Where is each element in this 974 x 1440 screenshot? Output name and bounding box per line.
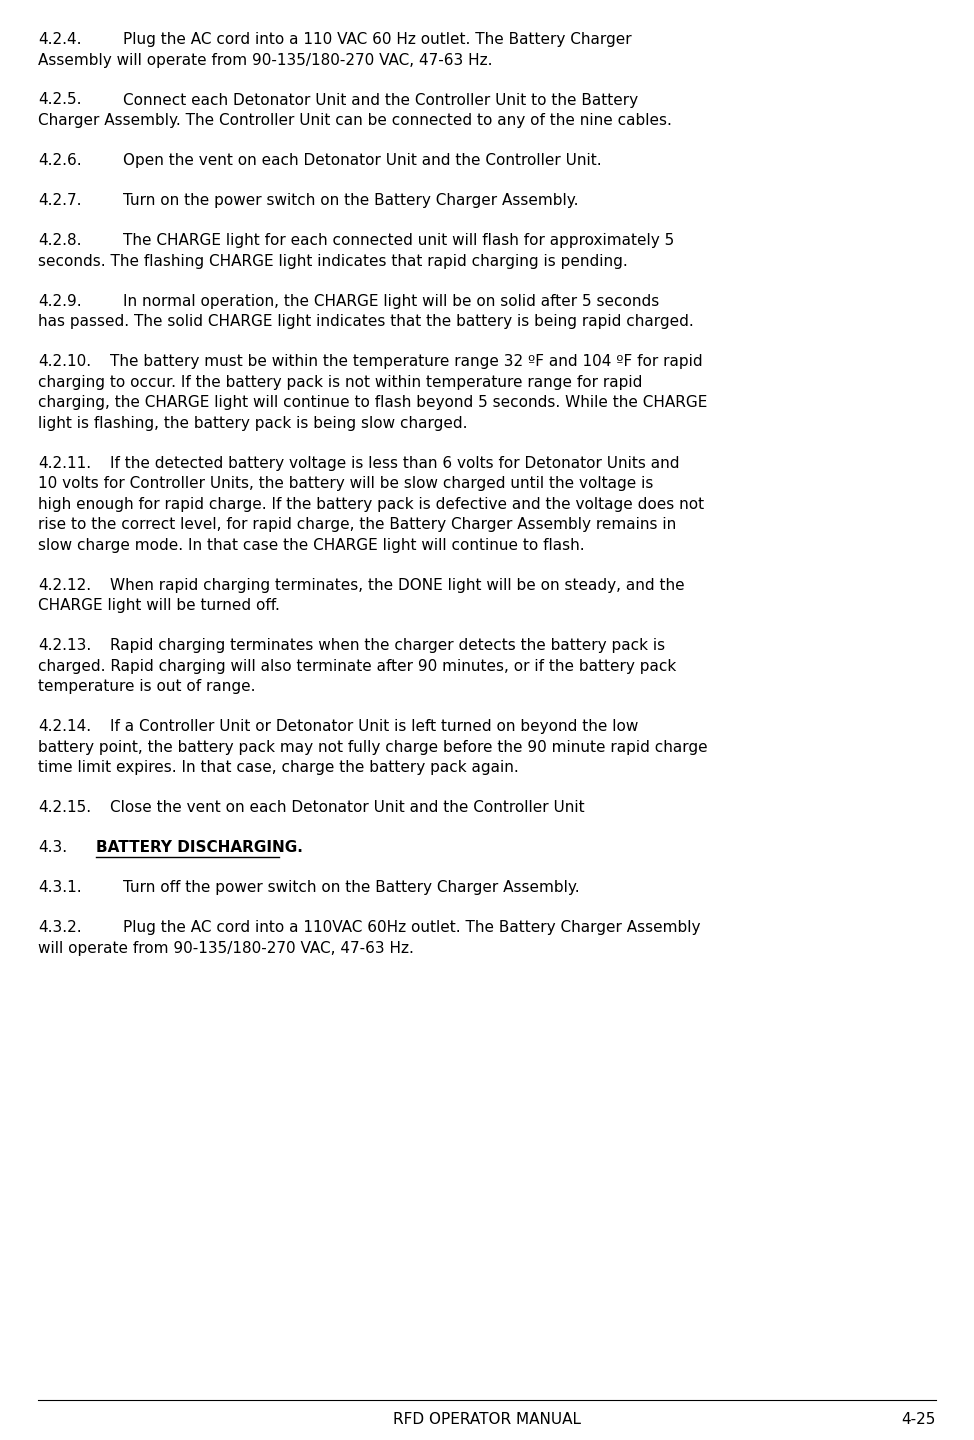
Text: 4.2.15.: 4.2.15. [38, 801, 92, 815]
Text: 10 volts for Controller Units, the battery will be slow charged until the voltag: 10 volts for Controller Units, the batte… [38, 477, 654, 491]
Text: Connect each Detonator Unit and the Controller Unit to the Battery: Connect each Detonator Unit and the Cont… [123, 92, 638, 108]
Text: will operate from 90-135/180-270 VAC, 47-63 Hz.: will operate from 90-135/180-270 VAC, 47… [38, 940, 414, 956]
Text: time limit expires. In that case, charge the battery pack again.: time limit expires. In that case, charge… [38, 760, 519, 775]
Text: 4.3.1.: 4.3.1. [38, 880, 82, 896]
Text: Charger Assembly. The Controller Unit can be connected to any of the nine cables: Charger Assembly. The Controller Unit ca… [38, 112, 672, 128]
Text: If the detected battery voltage is less than 6 volts for Detonator Units and: If the detected battery voltage is less … [110, 455, 680, 471]
Text: 4.2.12.: 4.2.12. [38, 577, 92, 592]
Text: 4.2.9.: 4.2.9. [38, 294, 82, 308]
Text: battery point, the battery pack may not fully charge before the 90 minute rapid : battery point, the battery pack may not … [38, 740, 708, 755]
Text: Open the vent on each Detonator Unit and the Controller Unit.: Open the vent on each Detonator Unit and… [123, 153, 602, 168]
Text: 4.3.: 4.3. [38, 840, 67, 855]
Text: 4.2.11.: 4.2.11. [38, 455, 92, 471]
Text: 4.2.4.: 4.2.4. [38, 32, 82, 48]
Text: BATTERY DISCHARGING.: BATTERY DISCHARGING. [96, 840, 303, 855]
Text: 4.2.6.: 4.2.6. [38, 153, 82, 168]
Text: charging to occur. If the battery pack is not within temperature range for rapid: charging to occur. If the battery pack i… [38, 374, 643, 389]
Text: 4.2.13.: 4.2.13. [38, 638, 92, 652]
Text: charging, the CHARGE light will continue to flash beyond 5 seconds. While the CH: charging, the CHARGE light will continue… [38, 395, 707, 410]
Text: rise to the correct level, for rapid charge, the Battery Charger Assembly remain: rise to the correct level, for rapid cha… [38, 517, 676, 531]
Text: Turn on the power switch on the Battery Charger Assembly.: Turn on the power switch on the Battery … [123, 193, 579, 207]
Text: Assembly will operate from 90-135/180-270 VAC, 47-63 Hz.: Assembly will operate from 90-135/180-27… [38, 52, 493, 68]
Text: Plug the AC cord into a 110VAC 60Hz outlet. The Battery Charger Assembly: Plug the AC cord into a 110VAC 60Hz outl… [123, 920, 700, 935]
Text: Plug the AC cord into a 110 VAC 60 Hz outlet. The Battery Charger: Plug the AC cord into a 110 VAC 60 Hz ou… [123, 32, 631, 48]
Text: charged. Rapid charging will also terminate after 90 minutes, or if the battery : charged. Rapid charging will also termin… [38, 658, 676, 674]
Text: Turn off the power switch on the Battery Charger Assembly.: Turn off the power switch on the Battery… [123, 880, 580, 896]
Text: When rapid charging terminates, the DONE light will be on steady, and the: When rapid charging terminates, the DONE… [110, 577, 685, 592]
Text: 4.2.10.: 4.2.10. [38, 354, 92, 369]
Text: In normal operation, the CHARGE light will be on solid after 5 seconds: In normal operation, the CHARGE light wi… [123, 294, 659, 308]
Text: light is flashing, the battery pack is being slow charged.: light is flashing, the battery pack is b… [38, 416, 468, 431]
Text: 4.3.2.: 4.3.2. [38, 920, 82, 935]
Text: seconds. The flashing CHARGE light indicates that rapid charging is pending.: seconds. The flashing CHARGE light indic… [38, 253, 628, 268]
Text: The CHARGE light for each connected unit will flash for approximately 5: The CHARGE light for each connected unit… [123, 233, 674, 248]
Text: slow charge mode. In that case the CHARGE light will continue to flash.: slow charge mode. In that case the CHARG… [38, 537, 584, 553]
Text: temperature is out of range.: temperature is out of range. [38, 680, 255, 694]
Text: 4.2.5.: 4.2.5. [38, 92, 82, 108]
Text: Rapid charging terminates when the charger detects the battery pack is: Rapid charging terminates when the charg… [110, 638, 665, 652]
Text: If a Controller Unit or Detonator Unit is left turned on beyond the low: If a Controller Unit or Detonator Unit i… [110, 719, 638, 734]
Text: RFD OPERATOR MANUAL: RFD OPERATOR MANUAL [393, 1413, 581, 1427]
Text: has passed. The solid CHARGE light indicates that the battery is being rapid cha: has passed. The solid CHARGE light indic… [38, 314, 693, 328]
Text: Close the vent on each Detonator Unit and the Controller Unit: Close the vent on each Detonator Unit an… [110, 801, 584, 815]
Text: high enough for rapid charge. If the battery pack is defective and the voltage d: high enough for rapid charge. If the bat… [38, 497, 704, 511]
Text: CHARGE light will be turned off.: CHARGE light will be turned off. [38, 598, 280, 613]
Text: 4.2.8.: 4.2.8. [38, 233, 82, 248]
Text: 4-25: 4-25 [902, 1413, 936, 1427]
Text: The battery must be within the temperature range 32 ºF and 104 ºF for rapid: The battery must be within the temperatu… [110, 354, 702, 369]
Text: 4.2.7.: 4.2.7. [38, 193, 82, 207]
Text: 4.2.14.: 4.2.14. [38, 719, 92, 734]
